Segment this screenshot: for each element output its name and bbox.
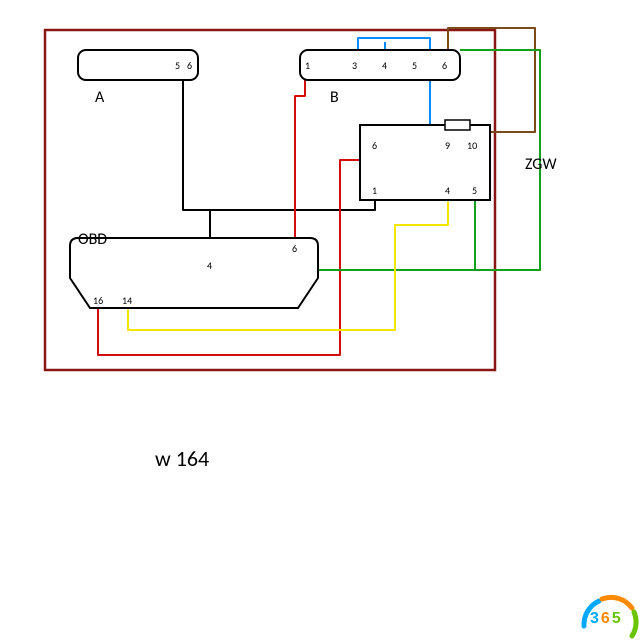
pin-14: 14 [122,294,132,307]
pin-3: 3 [352,59,357,72]
label-zgw: ZGW [525,155,557,174]
pin-16: 16 [93,294,103,307]
label-a: A [95,88,104,107]
pin-10: 10 [467,139,477,152]
pin-9: 9 [445,139,450,152]
pin-4: 4 [445,184,450,197]
site-logo: 365 [590,610,623,628]
label-obd: OBD [78,230,107,249]
pin-5: 5 [472,184,477,197]
pin-6: 6 [442,59,447,72]
pin-5: 5 [412,59,417,72]
pin-5: 5 [175,59,180,72]
pin-1: 1 [305,59,310,72]
pin-4: 4 [207,259,212,272]
pin-6: 6 [187,59,192,72]
label-b: B [330,88,339,107]
title-text: w 164 [155,445,209,472]
pin-6: 6 [292,242,297,255]
pin-6: 6 [372,139,377,152]
pin-1: 1 [372,184,377,197]
pin-4: 4 [382,59,387,72]
